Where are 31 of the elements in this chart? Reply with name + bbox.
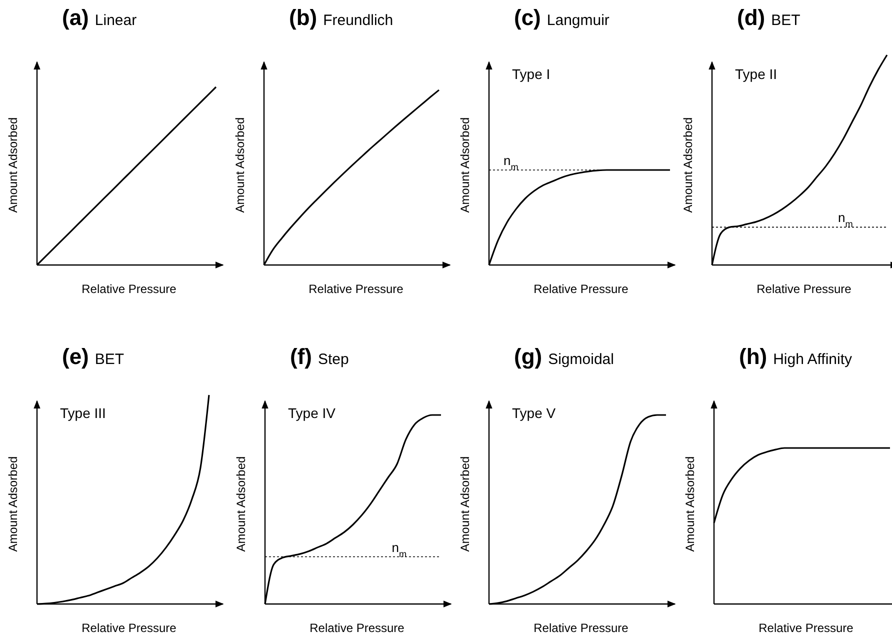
annotation: Type IV — [288, 405, 336, 421]
chart-title: (g) Sigmoidal — [514, 344, 614, 369]
chart-title: (c) Langmuir — [514, 5, 610, 30]
y-axis-title: Amount Adsorbed — [234, 456, 248, 552]
chart-title: (d) BET — [737, 5, 800, 30]
x-axis-title: Relative Pressure — [758, 621, 854, 635]
x-axis-title: Relative Pressure — [308, 282, 404, 296]
ref-line-label: n$_{m}$ — [838, 210, 853, 230]
text: Type I — [512, 66, 550, 82]
chart-title: (e) BET — [62, 344, 124, 369]
x-axis-title: Relative Pressure — [82, 282, 177, 296]
y-axis-title: Amount Adsorbed — [233, 117, 247, 213]
y-axis-title: Amount Adsorbed — [681, 117, 695, 213]
x-axis-title: Relative Pressure — [756, 282, 852, 296]
x-axis-title: Relative Pressure — [534, 282, 629, 296]
annotation: Type V — [512, 405, 556, 421]
annotation: Type II — [735, 66, 778, 82]
chart-title: (a) Linear — [62, 5, 137, 30]
x-axis-title: Relative Pressure — [310, 621, 405, 635]
chart-title: (f) Step — [290, 344, 349, 369]
y-axis-title: Amount Adsorbed — [6, 456, 20, 552]
y-axis-title: Amount Adsorbed — [458, 456, 472, 552]
ref-line-label: n$_{m}$ — [503, 153, 518, 172]
chart-title: (h) High Affinity — [739, 344, 853, 369]
chart-title: (b) Freundlich — [289, 5, 394, 30]
y-axis-title: Amount Adsorbed — [458, 117, 472, 213]
y-axis-title: Amount Adsorbed — [683, 456, 697, 552]
y-axis-title: Amount Adsorbed — [6, 117, 20, 213]
x-axis-title: Relative Pressure — [82, 621, 177, 635]
x-axis-title: Relative Pressure — [534, 621, 629, 635]
annotation: Type III — [60, 405, 106, 421]
